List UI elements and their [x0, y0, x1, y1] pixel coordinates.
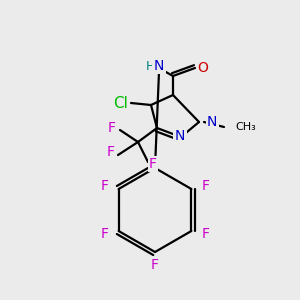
Text: F: F	[100, 179, 109, 193]
Text: Cl: Cl	[114, 95, 128, 110]
Text: O: O	[198, 61, 208, 75]
Text: N: N	[207, 115, 217, 129]
Text: H: H	[145, 59, 155, 73]
Text: F: F	[149, 157, 157, 171]
Text: F: F	[201, 179, 209, 193]
Text: F: F	[151, 258, 159, 272]
Text: F: F	[107, 145, 115, 159]
Text: CH₃: CH₃	[235, 122, 256, 132]
Text: F: F	[201, 227, 209, 241]
Text: N: N	[154, 59, 164, 73]
Text: N: N	[175, 129, 185, 143]
Text: F: F	[108, 121, 116, 135]
Text: F: F	[100, 227, 109, 241]
